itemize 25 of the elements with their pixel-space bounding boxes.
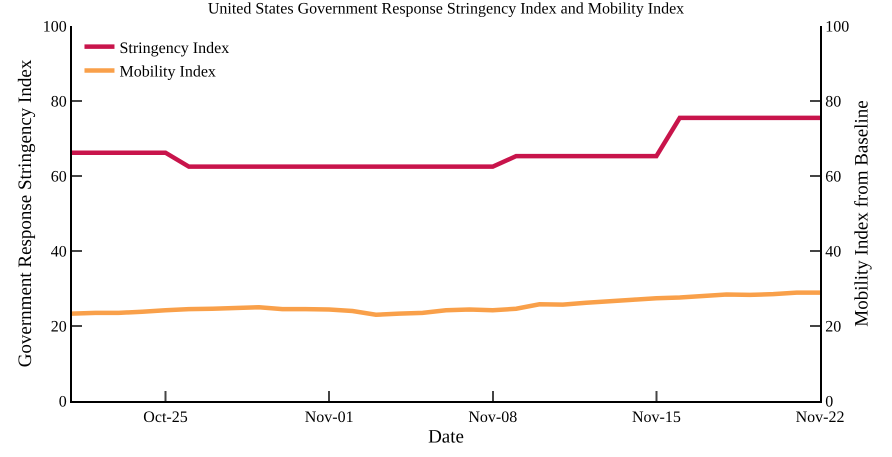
x-tick-label: Nov-15 [632,409,681,426]
y-tick-label: 80 [50,94,67,111]
y-axis-title: Government Response Stringency Index [15,59,36,368]
y2-tick-label: 80 [825,94,842,111]
legend-label: Stringency Index [119,40,230,57]
y-tick-label: 40 [50,244,67,261]
x-tick-label: Nov-08 [468,409,518,426]
y-tick-label: 20 [50,318,67,336]
x-axis-title: Date [428,426,464,448]
legend-label: Mobility Index [119,64,216,81]
y2-tick-label: 60 [825,168,842,186]
line-series [72,116,820,169]
y2-tick-label: 0 [825,394,834,411]
x-tick-label: Nov-01 [304,409,354,426]
y2-tick-label: 100 [825,18,850,36]
y2-axis-title: Mobility Index from Baseline [852,100,872,327]
line-series [72,290,820,317]
y-tick-label: 60 [50,168,67,186]
y2-tick-label: 40 [825,244,842,261]
x-tick-label: Nov-22 [796,409,844,426]
x-tick-label: Oct-25 [143,409,188,426]
chart-title: United States Government Response Stringency Index and Mobility Index [208,0,684,18]
y-tick-label: 0 [58,394,67,411]
y-tick-label: 100 [42,18,67,36]
y2-tick-label: 20 [825,318,842,336]
